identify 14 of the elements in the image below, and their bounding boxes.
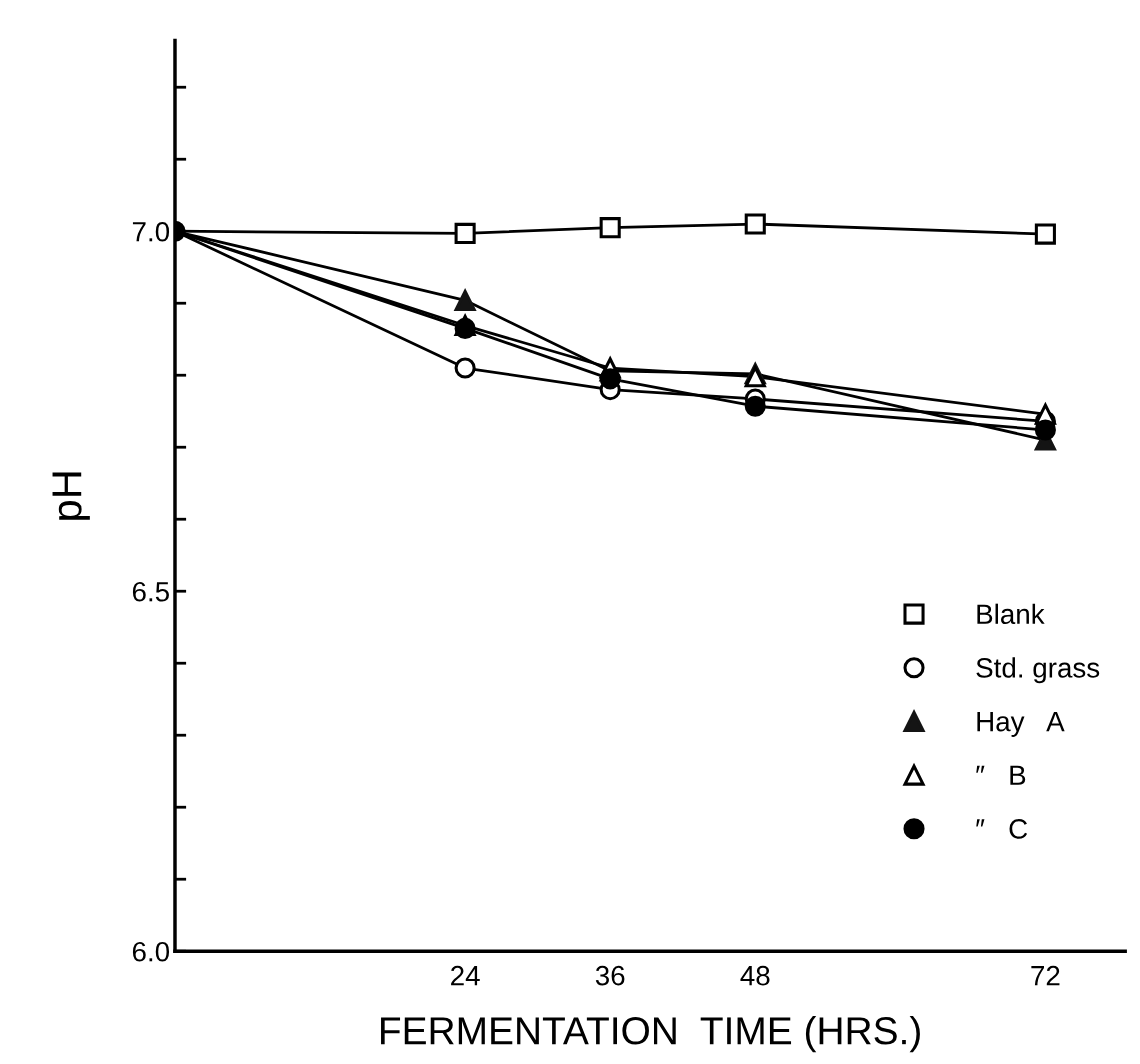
y-tick-label: 6.5 [132, 581, 169, 602]
y-tick-label: 7.0 [132, 221, 170, 242]
x-tick-label: 48 [740, 965, 770, 986]
x-axis-title: FERMENTATION TIME (HRS.) [381, 1016, 920, 1053]
x-tick-label: 72 [1031, 965, 1060, 986]
legend-label: ″ C [976, 819, 1028, 839]
x-tick-label: 36 [595, 965, 625, 986]
legend-label: Hay A [977, 712, 1065, 737]
y-axis-title: pH [52, 472, 90, 520]
legend-label: Std. grass [976, 657, 1100, 684]
legend-label: ″ B [976, 765, 1026, 785]
legend-label: Blank [977, 603, 1045, 625]
y-tick-label: 6.0 [132, 941, 170, 962]
x-tick-label: 24 [451, 965, 480, 986]
